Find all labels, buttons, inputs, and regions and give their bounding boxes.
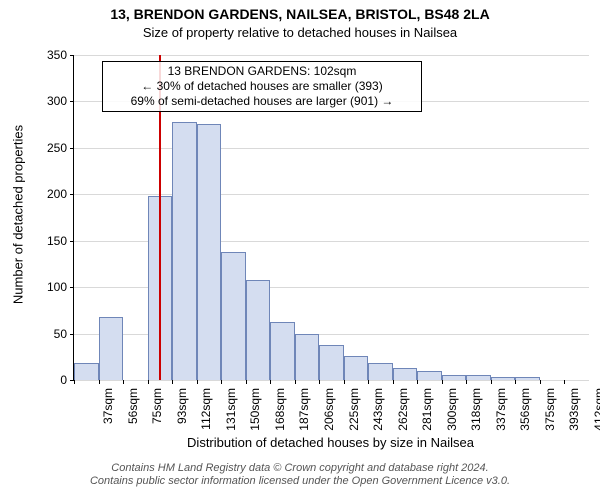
y-tick-label: 50 — [39, 327, 67, 341]
x-tick — [197, 380, 198, 384]
x-tick — [540, 380, 541, 384]
y-tick-label: 100 — [39, 280, 67, 294]
x-tick-label: 206sqm — [322, 388, 336, 438]
chart-subtitle: Size of property relative to detached ho… — [0, 25, 600, 40]
annotation-callout: 13 BRENDON GARDENS: 102sqm ← 30% of deta… — [102, 61, 422, 112]
x-tick — [564, 380, 565, 384]
x-tick — [221, 380, 222, 384]
x-tick-label: 337sqm — [494, 388, 508, 438]
y-tick-label: 150 — [39, 234, 67, 248]
x-tick-label: 281sqm — [420, 388, 434, 438]
x-tick-label: 262sqm — [396, 388, 410, 438]
y-tick-label: 300 — [39, 94, 67, 108]
y-tick-label: 350 — [39, 48, 67, 62]
y-tick — [70, 148, 74, 149]
y-tick — [70, 287, 74, 288]
x-tick — [148, 380, 149, 384]
histogram-bar — [491, 377, 516, 380]
histogram-bar — [344, 356, 369, 380]
histogram-bar — [515, 377, 540, 380]
x-tick-label: 225sqm — [347, 388, 361, 438]
x-tick — [295, 380, 296, 384]
annotation-line2: ← 30% of detached houses are smaller (39… — [107, 79, 417, 94]
x-tick-label: 112sqm — [199, 388, 213, 438]
histogram-bar — [99, 317, 124, 380]
x-tick-label: 243sqm — [371, 388, 385, 438]
x-tick-label: 356sqm — [518, 388, 532, 438]
y-tick — [70, 194, 74, 195]
x-tick-label: 300sqm — [445, 388, 459, 438]
x-tick-label: 412sqm — [592, 388, 600, 438]
histogram-bar — [270, 322, 295, 380]
annotation-line3: 69% of semi-detached houses are larger (… — [107, 94, 417, 109]
histogram-bar — [319, 345, 344, 380]
chart-title: 13, BRENDON GARDENS, NAILSEA, BRISTOL, B… — [0, 6, 600, 22]
x-tick-label: 375sqm — [543, 388, 557, 438]
x-tick-label: 75sqm — [150, 388, 164, 438]
x-tick-label: 168sqm — [273, 388, 287, 438]
y-tick — [70, 55, 74, 56]
x-tick — [172, 380, 173, 384]
footer-line1: Contains HM Land Registry data © Crown c… — [0, 462, 600, 475]
x-tick — [99, 380, 100, 384]
gridline — [74, 194, 589, 195]
x-tick-label: 318sqm — [469, 388, 483, 438]
x-tick — [368, 380, 369, 384]
annotation-line1: 13 BRENDON GARDENS: 102sqm — [107, 64, 417, 79]
footer-line2: Contains public sector information licen… — [0, 475, 600, 488]
histogram-bar — [417, 371, 442, 380]
y-tick — [70, 334, 74, 335]
histogram-bar — [368, 363, 393, 380]
x-tick — [442, 380, 443, 384]
histogram-bar — [442, 375, 467, 380]
x-tick — [319, 380, 320, 384]
x-tick — [466, 380, 467, 384]
footer-attribution: Contains HM Land Registry data © Crown c… — [0, 462, 600, 487]
histogram-bar — [393, 368, 418, 380]
y-tick-label: 0 — [39, 373, 67, 387]
x-tick — [515, 380, 516, 384]
x-tick-label: 131sqm — [224, 388, 238, 438]
histogram-bar — [295, 334, 320, 380]
y-tick-label: 200 — [39, 187, 67, 201]
x-tick — [74, 380, 75, 384]
x-tick — [393, 380, 394, 384]
histogram-bar — [246, 280, 271, 380]
x-tick-label: 187sqm — [297, 388, 311, 438]
x-tick-label: 393sqm — [567, 388, 581, 438]
x-tick-label: 37sqm — [101, 388, 115, 438]
gridline — [74, 380, 589, 381]
histogram-bar — [172, 122, 197, 380]
y-tick — [70, 101, 74, 102]
x-tick — [270, 380, 271, 384]
histogram-bar — [466, 375, 491, 380]
histogram-bar — [221, 252, 246, 380]
histogram-bar — [74, 363, 99, 380]
gridline — [74, 148, 589, 149]
x-tick — [491, 380, 492, 384]
x-tick — [246, 380, 247, 384]
y-tick — [70, 241, 74, 242]
x-tick — [417, 380, 418, 384]
y-tick-label: 250 — [39, 141, 67, 155]
x-tick-label: 93sqm — [175, 388, 189, 438]
histogram-bar — [197, 124, 222, 380]
x-tick-label: 150sqm — [248, 388, 262, 438]
x-tick — [344, 380, 345, 384]
gridline — [74, 55, 589, 56]
x-tick-label: 56sqm — [126, 388, 140, 438]
y-axis-label: Number of detached properties — [11, 115, 26, 315]
x-tick — [123, 380, 124, 384]
